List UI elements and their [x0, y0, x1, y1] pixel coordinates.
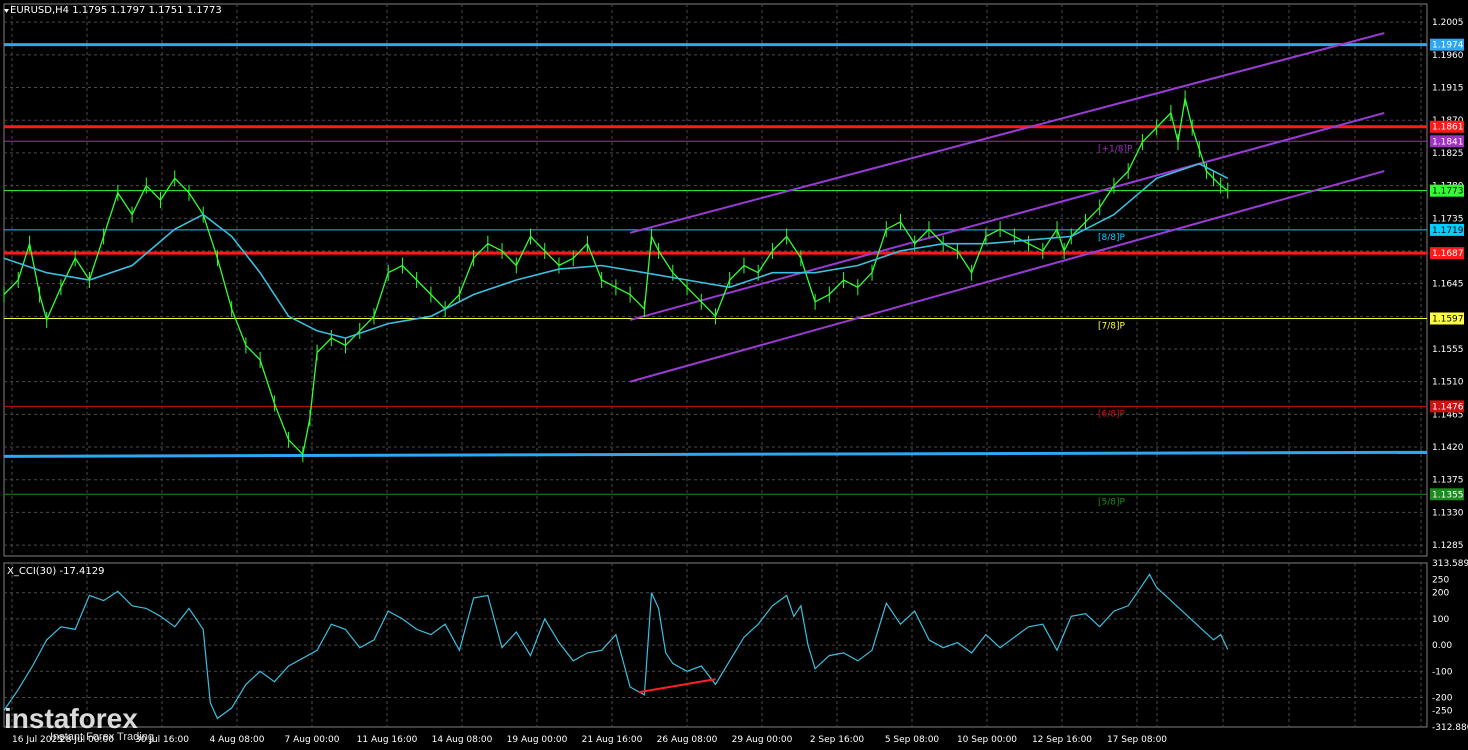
price-level-tag	[1430, 247, 1464, 260]
chart-menu-icon[interactable]	[4, 9, 9, 13]
cci-y-tick-label: 100	[1432, 615, 1449, 625]
main-chart-title: EURUSD,H4 1.1795 1.1797 1.1751 1.1773	[10, 5, 222, 16]
x-tick-label: 26 Aug 08:00	[657, 735, 718, 745]
price-level-tag	[1430, 38, 1464, 51]
murrey-level-label: [5/8]P	[1098, 497, 1126, 507]
y-tick-label: 1.1510	[1432, 378, 1464, 388]
murrey-level-label: [+1/8]P	[1098, 144, 1133, 154]
price-level-tag	[1430, 120, 1464, 133]
watermark-tagline: Instant Forex Trading	[50, 731, 154, 743]
cci-y-tick-label: 200	[1432, 589, 1449, 599]
price-level-value: 1.1841	[1432, 137, 1464, 147]
price-level-tag	[1430, 400, 1464, 413]
price-level-tag	[1430, 312, 1464, 325]
y-tick-label: 1.1960	[1432, 51, 1464, 61]
x-tick-label: 28 Jul 00:00	[60, 735, 114, 745]
x-tick-label: 16 Jul 2025	[12, 735, 63, 745]
x-tick-label: 2 Sep 16:00	[810, 735, 865, 745]
cci-y-tick-label: 0.00	[1432, 641, 1452, 651]
price-level-value: 1.1773	[1432, 187, 1464, 197]
x-tick-label: 14 Aug 08:00	[432, 735, 493, 745]
y-tick-label: 1.2005	[1432, 18, 1464, 28]
x-tick-label: 7 Aug 00:00	[285, 735, 340, 745]
instaforex-watermark: instaforex Instant Forex Trading	[4, 703, 154, 743]
regression-channel-line	[629, 32, 1385, 234]
price-level-value: 1.1974	[1432, 41, 1464, 51]
main-panel-frame	[3, 3, 1428, 557]
regression-channel-line	[629, 170, 1385, 383]
murrey-level-label: [8/8]P	[1098, 233, 1126, 243]
price-level-value: 1.1687	[1432, 249, 1464, 259]
y-tick-label: 1.1465	[1432, 410, 1464, 420]
cci-y-tick-label: -100	[1432, 667, 1453, 677]
x-tick-label: 21 Aug 16:00	[582, 735, 643, 745]
price-level-value: 1.1355	[1432, 490, 1464, 500]
x-tick-label: 11 Aug 16:00	[357, 735, 418, 745]
murrey-level-label: [7/8]P	[1098, 321, 1126, 331]
moving-average-line	[3, 162, 1229, 339]
cci-y-tick-label: -200	[1432, 693, 1453, 703]
cci-panel-frame	[3, 562, 1428, 728]
watermark-brand: instaforex	[4, 703, 138, 734]
divergence-line	[638, 678, 716, 694]
y-tick-label: 1.1330	[1432, 508, 1464, 518]
support-level-line	[3, 450, 1428, 458]
price-level-value: 1.1719	[1432, 226, 1464, 236]
cci-y-tick-label: -312.8800	[1432, 723, 1468, 733]
cci-y-tick-label: -250	[1432, 707, 1453, 717]
price-level-tag	[1430, 488, 1464, 501]
cci-line	[3, 573, 1229, 720]
y-tick-label: 1.1555	[1432, 345, 1464, 355]
y-tick-label: 1.1735	[1432, 214, 1464, 224]
x-tick-label: 4 Aug 08:00	[210, 735, 265, 745]
x-tick-label: 12 Sep 16:00	[1032, 735, 1092, 745]
y-tick-label: 1.1915	[1432, 84, 1464, 94]
cci-y-tick-label: 313.5897	[1432, 559, 1468, 569]
price-level-tag	[1430, 223, 1464, 236]
y-tick-label: 1.1420	[1432, 443, 1464, 453]
y-tick-label: 1.1375	[1432, 476, 1464, 486]
murrey-level-label: [6/8]P	[1098, 409, 1126, 419]
x-tick-label: 17 Sep 08:00	[1107, 735, 1167, 745]
x-tick-label: 19 Aug 00:00	[507, 735, 568, 745]
x-tick-label: 30 Jul 16:00	[135, 735, 189, 745]
price-level-tag	[1430, 135, 1464, 148]
price-level-value: 1.1597	[1432, 314, 1464, 324]
cci-indicator-title: X_CCI(30) -17.4129	[7, 566, 105, 577]
x-tick-label: 29 Aug 00:00	[732, 735, 793, 745]
price-level-value: 1.1476	[1432, 402, 1464, 412]
x-tick-label: 5 Sep 08:00	[885, 735, 940, 745]
price-line	[3, 98, 1229, 456]
price-level-tag	[1430, 184, 1464, 197]
price-level-value: 1.1861	[1432, 123, 1464, 133]
x-tick-label: 10 Sep 00:00	[957, 735, 1017, 745]
regression-channel-line	[629, 111, 1385, 321]
y-tick-label: 1.1645	[1432, 280, 1464, 290]
y-tick-label: 1.1825	[1432, 149, 1464, 159]
cci-y-tick-label: 250	[1432, 576, 1449, 586]
y-tick-label: 1.1285	[1432, 541, 1464, 551]
